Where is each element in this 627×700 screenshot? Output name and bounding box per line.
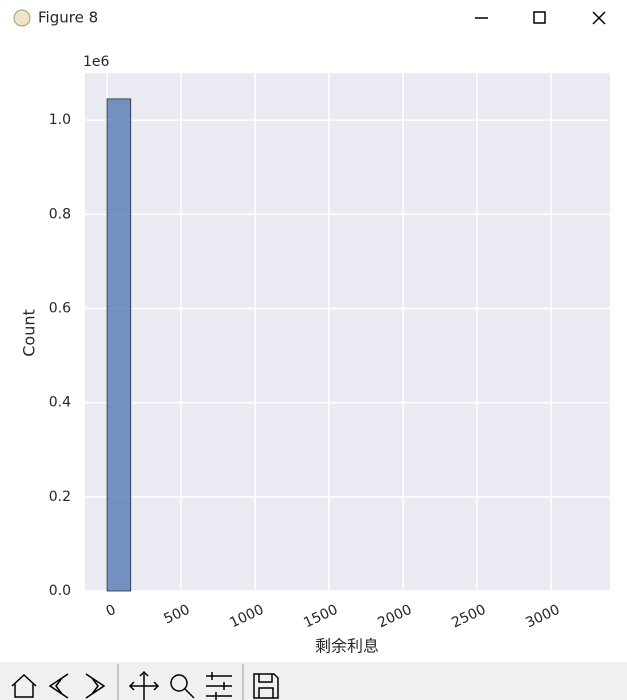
configure-button[interactable]: [206, 672, 232, 700]
x-axis-label: 剩余利息: [315, 637, 379, 656]
y-tick-label: 1.0: [49, 112, 71, 128]
y-tick-label: 0.0: [49, 583, 71, 599]
home-button[interactable]: [11, 673, 37, 698]
bars: [106, 98, 132, 592]
save-button[interactable]: [253, 673, 279, 699]
y-offset-label: 1e6: [83, 54, 110, 70]
window-title: Figure 8: [38, 9, 98, 27]
back-button[interactable]: [48, 673, 69, 699]
y-tick-label: 0.4: [49, 395, 71, 411]
zoom-button[interactable]: [170, 674, 188, 692]
forward-button[interactable]: [85, 673, 106, 699]
y-tick-label: 0.6: [49, 300, 71, 316]
y-axis-label: Count: [20, 309, 39, 357]
app-icon: [13, 9, 31, 27]
maximize-button[interactable]: [533, 11, 546, 24]
pan-button[interactable]: [128, 670, 160, 700]
bar: [106, 98, 132, 592]
plot-area: [85, 73, 610, 591]
y-tick-label: 0.8: [49, 206, 71, 222]
y-tick-label: 0.2: [49, 489, 71, 505]
close-button[interactable]: [592, 11, 606, 25]
zoom-handle: [184, 688, 195, 699]
toolbar: [0, 662, 627, 700]
